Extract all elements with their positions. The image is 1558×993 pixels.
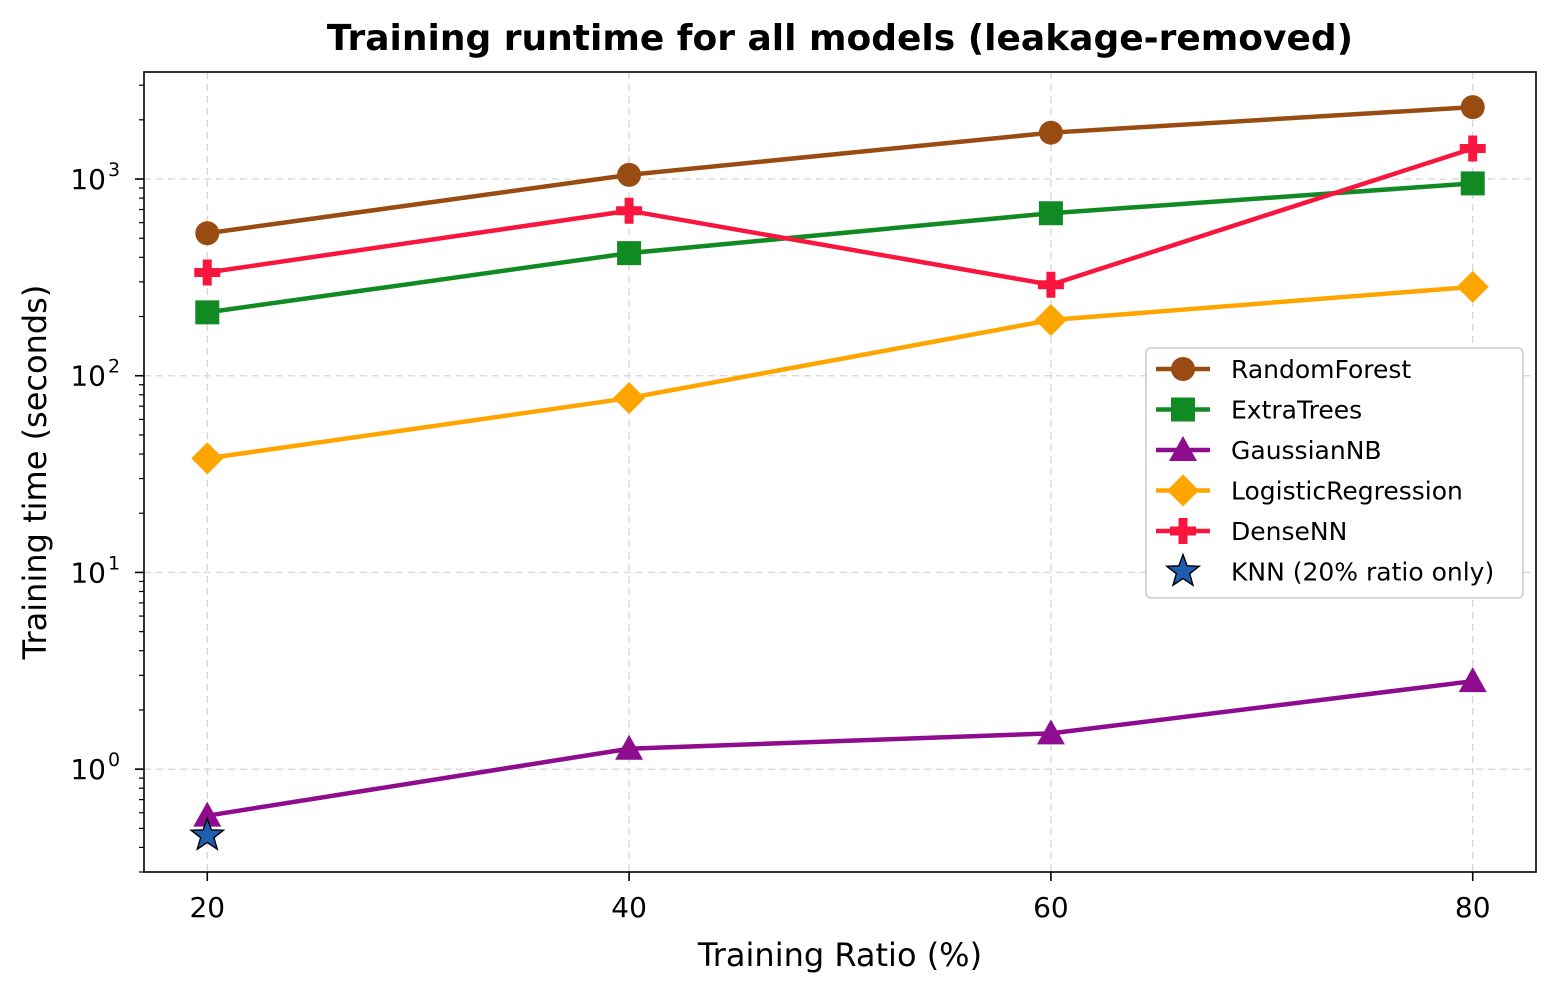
y-tick-label: 10 (70, 556, 106, 589)
series-gaussiannb (193, 667, 1487, 827)
series-extratrees (195, 171, 1485, 325)
series-line (206, 284, 1473, 461)
legend-marker (1170, 518, 1196, 544)
y-tick-exponent: 1 (108, 552, 120, 574)
y-axis-label: Training time (seconds) (16, 285, 54, 661)
legend-marker (1171, 397, 1195, 422)
legend-label: LogisticRegression (1231, 477, 1463, 506)
data-point (1460, 171, 1485, 196)
data-point (1038, 201, 1063, 226)
data-point (1036, 719, 1065, 745)
legend: RandomForest ExtraTrees GaussianNB Logistic… (1145, 347, 1524, 599)
data-point (189, 816, 226, 851)
legend-label: RandomForest (1231, 355, 1411, 384)
plot-frame (143, 71, 1537, 873)
legend-item: ExtraTrees (1156, 396, 1362, 425)
series-layer (189, 95, 1489, 851)
data-point (1038, 120, 1063, 145)
data-point (194, 259, 221, 286)
data-point (1459, 135, 1486, 162)
series-densenn (194, 135, 1486, 298)
y-tick-exponent: 2 (108, 356, 120, 378)
y-tick-label: 10 (70, 753, 106, 786)
x-tick-label: 80 (1455, 891, 1491, 924)
data-point (617, 241, 642, 266)
series-line (206, 104, 1473, 236)
data-point (191, 442, 224, 475)
series-randomforest (195, 95, 1485, 246)
data-point (195, 221, 220, 246)
data-point (195, 300, 220, 325)
legend-label: ExtraTrees (1231, 396, 1362, 425)
data-point (615, 734, 644, 760)
legend-label: GaussianNB (1231, 436, 1382, 465)
legend-marker (1169, 436, 1197, 461)
series-line (206, 146, 1474, 288)
legend-box (1145, 347, 1524, 599)
data-point (1456, 270, 1489, 303)
legend-marker (1164, 552, 1202, 587)
data-point (1458, 667, 1487, 693)
data-point (1460, 95, 1485, 120)
x-axis: 20 40 60 80 (189, 872, 1491, 924)
legend-marker (1167, 474, 1199, 507)
legend-label: DenseNN (1231, 517, 1347, 546)
data-point (617, 162, 642, 187)
y-tick-exponent: 0 (108, 749, 120, 771)
series-line (206, 678, 1474, 818)
data-point (1037, 271, 1064, 298)
x-tick-label: 20 (189, 891, 225, 924)
legend-item: KNN (20% ratio only) (1164, 552, 1494, 587)
legend-item: DenseNN (1156, 517, 1347, 546)
data-point (613, 382, 646, 415)
y-tick-exponent: 3 (108, 159, 120, 181)
series-knn-20-ratio-only (189, 816, 226, 851)
legend-marker (1171, 357, 1195, 381)
legend-item: LogisticRegression (1156, 474, 1463, 507)
x-tick-label: 40 (611, 891, 647, 924)
series-logisticregression (191, 270, 1489, 475)
y-tick-label: 10 (70, 163, 106, 196)
x-tick-label: 60 (1033, 891, 1069, 924)
data-point (193, 801, 222, 827)
legend-label: KNN (20% ratio only) (1231, 558, 1494, 587)
data-point (1034, 304, 1067, 337)
chart-title: Training runtime for all models (leakage… (327, 18, 1353, 59)
y-tick-label: 10 (70, 360, 106, 393)
legend-item: GaussianNB (1156, 436, 1382, 465)
x-axis-label: Training Ratio (%) (697, 936, 982, 974)
legend-item: RandomForest (1156, 355, 1411, 384)
series-line (206, 181, 1473, 315)
data-point (616, 197, 643, 224)
